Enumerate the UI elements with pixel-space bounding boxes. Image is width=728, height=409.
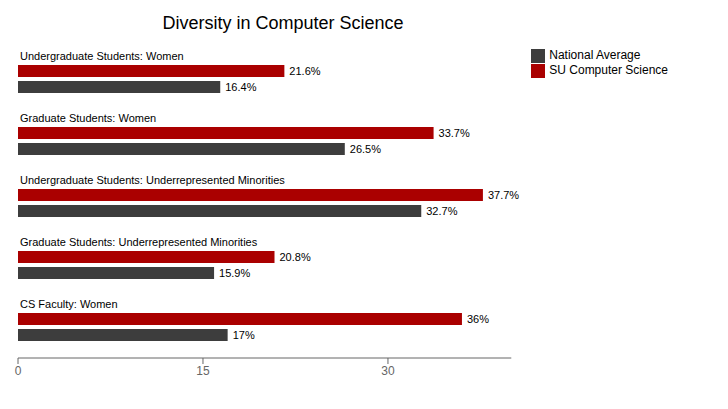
svg-text:0: 0 <box>15 364 22 378</box>
svg-text:Graduate Students: Underrepres: Graduate Students: Underrepresented Mino… <box>20 236 258 248</box>
svg-text:37.7%: 37.7% <box>488 189 519 201</box>
svg-text:15: 15 <box>196 364 210 378</box>
svg-text:Undergraduate Students: Women: Undergraduate Students: Women <box>20 50 184 62</box>
svg-text:36%: 36% <box>467 313 489 325</box>
svg-text:30: 30 <box>381 364 395 378</box>
html-text:SU Computer Science: SU Computer Science <box>549 62 668 77</box>
svg-text:20.8%: 20.8% <box>280 251 311 263</box>
svg-text:CS Faculty: Women: CS Faculty: Women <box>20 298 118 310</box>
html-text:Diversity in Computer Science: Diversity in Computer Science <box>162 13 404 33</box>
svg-text:17%: 17% <box>233 329 255 341</box>
svg-text:33.7%: 33.7% <box>439 127 470 139</box>
svg-text:Graduate Students: Women: Graduate Students: Women <box>20 112 156 124</box>
svg-text:15.9%: 15.9% <box>219 267 250 279</box>
svg-text:16.4%: 16.4% <box>225 81 256 93</box>
svg-text:32.7%: 32.7% <box>426 205 457 217</box>
html-text:National Average: National Average <box>549 48 641 62</box>
svg-text:21.6%: 21.6% <box>289 65 320 77</box>
svg-text:26.5%: 26.5% <box>350 143 381 155</box>
svg-text:Undergraduate Students: Underr: Undergraduate Students: Underrepresented… <box>20 174 285 186</box>
